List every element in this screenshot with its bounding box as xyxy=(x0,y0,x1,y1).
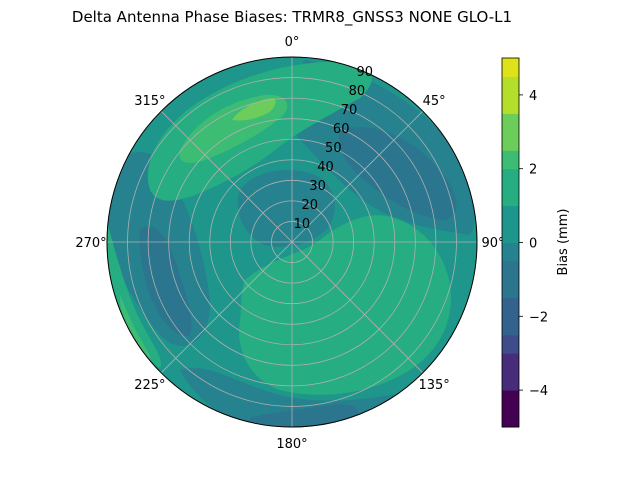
colorbar-tick-label: 4 xyxy=(529,89,537,104)
grid-spoke-45 xyxy=(291,110,424,243)
colorbar: −4 −2 0 2 4 Bias (mm) xyxy=(501,57,571,428)
contour-northeast-low-inner xyxy=(339,126,457,220)
angle-tick-label: 0° xyxy=(285,35,300,50)
colorbar-tick-label: 2 xyxy=(529,163,537,178)
contour-west-edge-peak xyxy=(120,295,151,360)
colorbar-band xyxy=(502,279,519,299)
colorbar-ticks: −4 −2 0 2 4 xyxy=(519,89,548,399)
colorbar-band xyxy=(502,371,519,391)
colorbar-band xyxy=(502,260,519,280)
grid-spoke-315 xyxy=(160,110,293,243)
radial-tick-label: 40 xyxy=(317,160,334,175)
colorbar-band xyxy=(502,224,519,243)
contour-northwest-peak xyxy=(232,98,276,121)
colorbar-band xyxy=(502,76,519,96)
colorbar-bands xyxy=(502,58,519,428)
radial-tick-label: 90 xyxy=(357,65,374,80)
colorbar-band xyxy=(502,187,519,207)
colorbar-band xyxy=(502,334,519,354)
chart-title: Delta Antenna Phase Biases: TRMR8_GNSS3 … xyxy=(72,8,512,27)
polar-plot: 0° 45° 90° 135° 180° 225° 270° 315° 10 20 30 40 50 6… xyxy=(75,35,504,452)
radial-tick-label: 20 xyxy=(301,198,318,213)
angle-tick-label: 45° xyxy=(423,94,446,109)
contour-west-low-inner xyxy=(139,226,192,336)
angle-tick-label: 180° xyxy=(276,437,307,452)
colorbar-band xyxy=(502,58,519,77)
polar-grid xyxy=(106,56,478,428)
radial-tick-labels: 10 20 30 40 50 60 70 80 90 xyxy=(294,65,373,232)
colorbar-band xyxy=(502,408,519,428)
radial-tick-label: 70 xyxy=(341,103,358,118)
colorbar-band xyxy=(502,390,519,410)
grid-spoke-225 xyxy=(160,241,293,374)
polar-frame xyxy=(106,56,478,428)
colorbar-band xyxy=(502,113,519,133)
colorbar-band xyxy=(502,297,519,317)
colorbar-label: Bias (mm) xyxy=(556,209,571,276)
angle-tick-label: 225° xyxy=(134,378,165,393)
colorbar-band xyxy=(502,150,519,170)
colorbar-band xyxy=(502,316,519,336)
angle-tick-label: 315° xyxy=(134,94,165,109)
colorbar-band xyxy=(502,94,519,114)
colorbar-band xyxy=(502,205,519,225)
radial-tick-label: 80 xyxy=(349,84,366,99)
radial-tick-label: 50 xyxy=(325,141,342,156)
radial-tick-label: 60 xyxy=(333,122,350,137)
colorbar-tick-label: −2 xyxy=(529,310,548,325)
colorbar-band xyxy=(502,168,519,188)
angle-tick-label: 270° xyxy=(75,236,106,251)
contour-center-low xyxy=(237,170,335,247)
angle-tick-label: 135° xyxy=(418,378,449,393)
radial-tick-label: 10 xyxy=(294,217,311,232)
colorbar-tick-label: −4 xyxy=(529,384,548,399)
angle-tick-label: 90° xyxy=(481,236,504,251)
colorbar-band xyxy=(502,353,519,373)
angle-tick-labels: 0° 45° 90° 135° 180° 225° 270° 315° xyxy=(75,35,504,452)
colorbar-tick-label: 0 xyxy=(529,237,537,252)
grid-spoke-135 xyxy=(291,241,424,374)
colorbar-band xyxy=(502,131,519,151)
colorbar-band xyxy=(502,242,519,262)
radial-tick-label: 30 xyxy=(309,179,326,194)
